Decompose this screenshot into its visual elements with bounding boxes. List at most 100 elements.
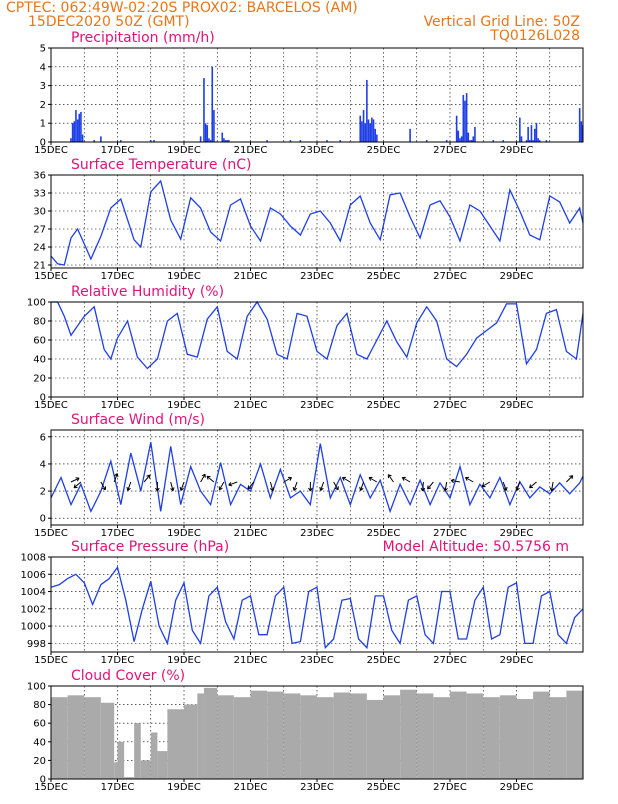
x-tick-label: 27DEC: [433, 655, 467, 666]
wind-arrow: [428, 482, 434, 489]
precip-bar: [206, 125, 208, 142]
precip-bar: [82, 134, 84, 142]
wind-arrow: [550, 482, 554, 491]
pressure-title: Surface Pressure (hPa): [71, 539, 229, 555]
x-tick-label: 23DEC: [300, 782, 334, 793]
x-tick-label: 23DEC: [300, 655, 334, 666]
precip-bar: [371, 118, 373, 142]
x-tick-label: 17DEC: [101, 145, 135, 156]
precip-bar: [368, 119, 370, 142]
precip-bar: [456, 116, 458, 142]
x-tick-label: 25DEC: [367, 528, 401, 539]
wind-arrow: [342, 477, 350, 482]
x-tick-label: 15DEC: [34, 271, 68, 282]
y-tick-label: 40: [33, 737, 46, 748]
y-tick-label: 1002: [21, 604, 46, 615]
x-tick-label: 25DEC: [367, 145, 401, 156]
precip-bar: [70, 138, 72, 142]
precip-bar: [537, 138, 539, 142]
x-tick-label: 29DEC: [500, 528, 534, 539]
cloud-bar: [450, 692, 467, 779]
precip-bar: [534, 129, 536, 142]
y-tick-label: 21: [33, 261, 46, 272]
wind-arrow: [127, 482, 131, 490]
wind-arrow: [320, 482, 324, 490]
wind-arrow: [402, 477, 410, 482]
precip-bar: [203, 78, 205, 142]
y-tick-label: 1006: [21, 570, 46, 581]
precip-bar: [461, 136, 463, 142]
x-tick-label: 19DEC: [167, 782, 201, 793]
cloud-bar: [500, 695, 517, 779]
wind-arrow: [229, 482, 237, 486]
precip-bar: [100, 136, 102, 142]
y-tick-label: 30: [33, 207, 46, 218]
precip-bar: [458, 131, 460, 142]
pressure-series: [51, 567, 583, 647]
wind-arrow: [180, 482, 184, 490]
cloud-bar: [234, 697, 251, 779]
y-tick-label: 100: [27, 298, 46, 309]
y-tick-label: 5: [40, 44, 46, 55]
y-tick-label: 20: [33, 756, 46, 767]
wind-arrow: [170, 482, 174, 491]
precip-bar: [466, 93, 468, 142]
cloud-bar: [151, 733, 158, 780]
cloud-bar: [417, 693, 434, 779]
temperature-title: Surface Temperature (nC): [71, 157, 252, 173]
precip-bar: [474, 127, 476, 142]
cloud-bar: [84, 697, 101, 779]
x-tick-label: 21DEC: [234, 400, 268, 411]
precip-bar: [531, 125, 533, 142]
y-tick-label: 40: [33, 355, 46, 366]
precip-bar: [374, 129, 376, 142]
y-tick-label: 998: [27, 639, 46, 650]
y-tick-label: 3: [40, 81, 46, 92]
precip-bar: [467, 133, 469, 142]
x-tick-label: 17DEC: [101, 655, 135, 666]
cloud-bar: [68, 695, 85, 779]
precip-bar: [463, 95, 465, 142]
cloud-bar: [350, 693, 367, 779]
x-tick-label: 25DEC: [367, 271, 401, 282]
precip-bar: [208, 138, 210, 142]
x-tick-label: 29DEC: [500, 145, 534, 156]
x-tick-label: 21DEC: [234, 271, 268, 282]
precip-bar: [80, 112, 82, 142]
cloud-bar: [101, 703, 114, 779]
model-altitude: Model Altitude: 50.5756 m: [383, 539, 569, 555]
x-tick-label: 17DEC: [101, 782, 135, 793]
wind-arrow: [201, 474, 206, 482]
precip-bar: [376, 134, 378, 142]
x-tick-label: 15DEC: [34, 145, 68, 156]
x-tick-label: 19DEC: [167, 145, 201, 156]
precip-bar: [211, 67, 213, 142]
x-tick-label: 25DEC: [367, 400, 401, 411]
cloud-bar: [517, 699, 534, 779]
y-tick-label: 1004: [21, 587, 46, 598]
cloud-bar: [317, 697, 334, 779]
precip-bar: [519, 118, 521, 142]
cloud-bar: [467, 693, 484, 779]
x-tick-label: 19DEC: [167, 528, 201, 539]
cloud-bar: [197, 693, 204, 779]
precip-bar: [536, 123, 538, 142]
y-tick-label: 6: [40, 432, 46, 443]
x-tick-label: 15DEC: [34, 528, 68, 539]
precip-bar: [78, 114, 80, 142]
header-date: 15DEC2020 50Z (GMT): [28, 14, 190, 30]
x-tick-label: 19DEC: [167, 271, 201, 282]
precip-bar: [364, 123, 366, 142]
wind-arrow: [270, 482, 274, 491]
y-tick-label: 33: [33, 189, 46, 200]
precip-bar: [363, 110, 365, 142]
wind-arrow: [388, 475, 393, 482]
precip-bar: [521, 136, 523, 142]
wind-arrow: [71, 478, 79, 482]
wind-arrow: [293, 482, 297, 490]
precip-bar: [366, 80, 368, 142]
